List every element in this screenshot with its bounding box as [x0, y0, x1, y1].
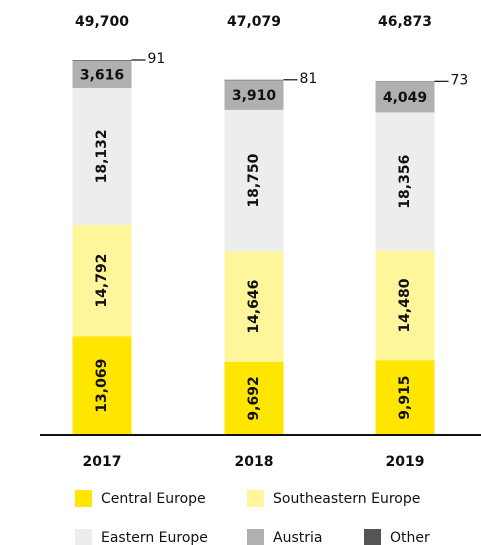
value-label: 9,692	[246, 376, 262, 420]
total-label: 47,079	[227, 14, 281, 30]
value-label: 18,356	[397, 155, 413, 209]
legend-swatch	[247, 490, 264, 507]
legend-label: Other	[390, 530, 430, 545]
total-label: 46,873	[378, 14, 432, 30]
bar-segment	[224, 80, 284, 110]
bar-segment	[72, 87, 132, 225]
legend-label: Central Europe	[101, 491, 206, 507]
bar-segment	[224, 361, 284, 435]
legend-swatch	[364, 529, 381, 545]
bar-segment	[224, 251, 284, 362]
bar-segment	[375, 81, 435, 82]
x-tick-label: 2018	[235, 454, 274, 470]
x-tick-label: 2019	[386, 454, 425, 470]
legend-label: Southeastern Europe	[273, 491, 420, 507]
x-tick-label: 2017	[83, 454, 122, 470]
legend-swatch	[75, 529, 92, 545]
value-label: 14,792	[94, 254, 110, 308]
total-label: 49,700	[75, 14, 129, 30]
bar-segment	[224, 109, 284, 252]
value-label: 14,480	[397, 278, 413, 332]
value-label: 4,049	[383, 90, 427, 106]
bar-segment	[72, 60, 132, 61]
bar-segment	[72, 336, 132, 435]
bar-segment	[224, 79, 284, 81]
bar-segment	[375, 112, 435, 251]
bar-segment	[375, 81, 435, 113]
value-label: 3,910	[232, 88, 277, 104]
value-label: 9,915	[397, 375, 413, 419]
value-label: 3,616	[80, 67, 124, 83]
bar-segment	[72, 60, 132, 88]
legend-label: Austria	[273, 530, 322, 545]
value-label: 18,750	[246, 153, 262, 207]
legend-label: Eastern Europe	[101, 530, 208, 545]
value-label: 81	[300, 71, 318, 87]
bar-segment	[375, 250, 435, 361]
value-label: 18,132	[94, 129, 110, 183]
value-label: 73	[451, 72, 469, 88]
value-label: 14,646	[246, 280, 262, 334]
value-label: 13,069	[94, 359, 110, 413]
legend-swatch	[75, 490, 92, 507]
bar-segment	[72, 224, 132, 337]
legend-swatch	[247, 529, 264, 545]
bar-segment	[375, 360, 435, 435]
value-label: 91	[148, 51, 166, 67]
